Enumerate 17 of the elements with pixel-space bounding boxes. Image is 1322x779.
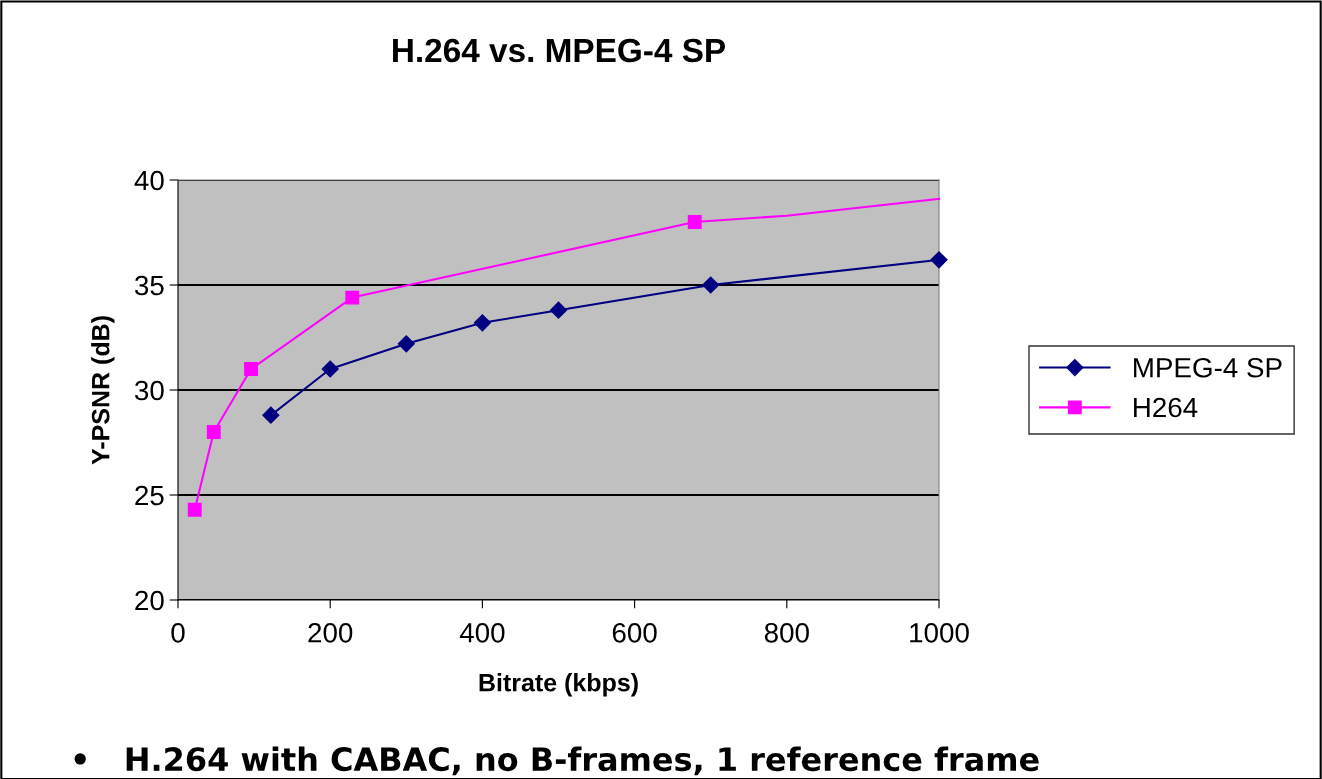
y-tick-label: 30 (134, 380, 164, 401)
legend-label: MPEG-4 SP (1134, 357, 1282, 378)
x-tick-label: 200 (308, 622, 353, 643)
x-tick-label: 600 (612, 622, 657, 643)
y-tick-label: 20 (135, 590, 164, 611)
y-tick-label: 40 (134, 170, 164, 191)
x-tick-label: 0 (171, 622, 185, 643)
y-tick-label: 35 (134, 275, 164, 296)
x-tick-label: 800 (764, 622, 809, 643)
x-tick-label: 1000 (910, 622, 969, 643)
x-tick-label: 400 (459, 622, 505, 643)
y-axis-title: Y-PSNR (dB) (91, 316, 115, 465)
legend-label: H264 (1134, 397, 1198, 418)
x-axis-title: Bitrate (kbps) (479, 673, 638, 697)
y-tick-label: 25 (135, 485, 164, 506)
text: • H.264 with CABAC, no B-frames, 1 reference frame (74, 746, 1039, 776)
chart-title: H.264 vs. MPEG-4 SP (393, 38, 726, 63)
